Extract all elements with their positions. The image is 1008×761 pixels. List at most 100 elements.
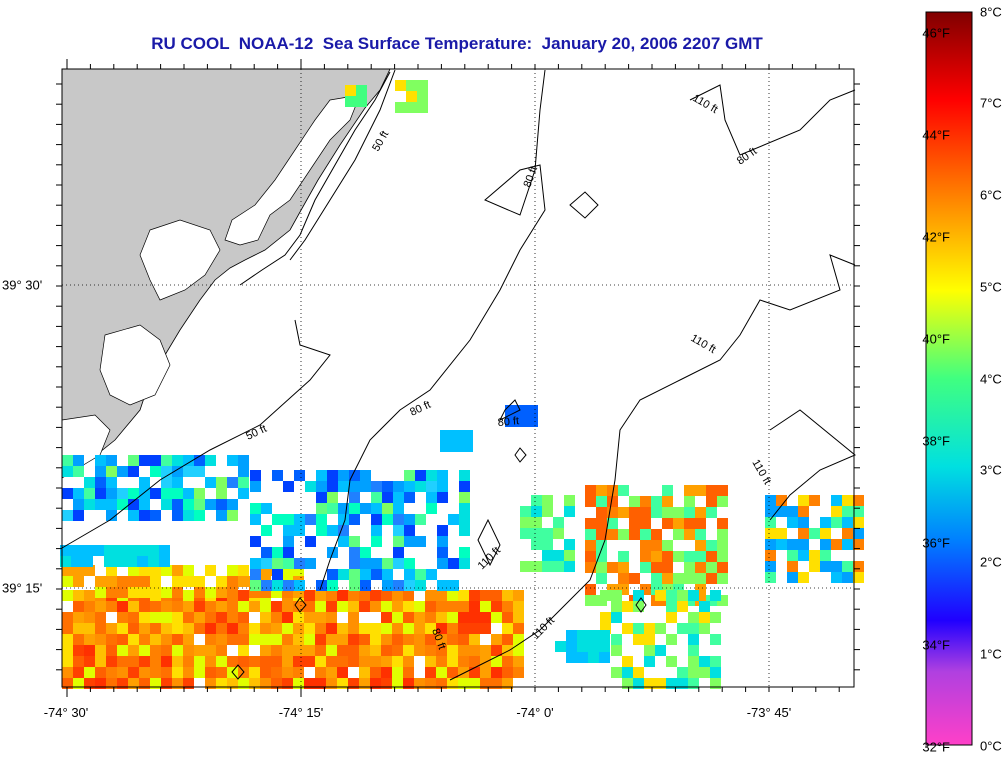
sst-pixel	[62, 466, 73, 477]
sst-pixel	[415, 514, 426, 525]
sst-pixel	[459, 558, 470, 569]
sst-pixel	[458, 678, 469, 689]
sst-pixel	[403, 634, 414, 645]
sst-pixel	[404, 580, 415, 591]
sst-pixel	[393, 580, 404, 591]
sst-pixel	[695, 551, 706, 562]
sst-pixel	[392, 601, 403, 612]
sst-pixel	[458, 612, 469, 623]
sst-pixel	[502, 678, 513, 689]
sst-pixel	[194, 656, 205, 667]
sst-pixel	[459, 525, 470, 536]
sst-pixel	[150, 678, 161, 689]
sst-pixel	[338, 481, 349, 492]
sst-pixel	[599, 630, 610, 641]
sst-pixel	[765, 539, 776, 550]
sst-pixel	[618, 507, 629, 518]
sst-pixel	[62, 645, 73, 656]
sst-pixel	[139, 678, 150, 689]
sst-pixel	[853, 495, 864, 506]
sst-pixel	[542, 561, 553, 572]
contour-diamond-2	[514, 447, 527, 463]
sst-pixel	[596, 573, 607, 584]
sst-pixel	[622, 678, 633, 689]
sst-pixel	[172, 466, 183, 477]
sst-pixel	[458, 601, 469, 612]
sst-pixel	[414, 678, 425, 689]
sst-pixel	[414, 601, 425, 612]
sst-pixel	[128, 656, 139, 667]
sst-pixel	[381, 601, 392, 612]
sst-pixel	[282, 601, 293, 612]
sst-pixel	[502, 634, 513, 645]
sst-pixel	[326, 612, 337, 623]
sst-pixel	[458, 634, 469, 645]
sst-pixel	[673, 518, 684, 529]
sst-pixel	[382, 569, 393, 580]
sst-pixel	[161, 634, 172, 645]
sst-pixel	[315, 623, 326, 634]
sst-pixel	[348, 601, 359, 612]
sst-pixel	[585, 485, 596, 496]
sst-pixel	[293, 612, 304, 623]
sst-pixel	[425, 623, 436, 634]
sst-pixel	[588, 630, 599, 641]
sst-pixel	[640, 507, 651, 518]
sst-pixel	[717, 551, 728, 562]
sst-pixel	[84, 645, 95, 656]
contour-50ft	[289, 69, 396, 261]
sst-pixel	[809, 550, 820, 561]
sst-pixel	[469, 656, 480, 667]
sst-pixel	[382, 514, 393, 525]
sst-pixel	[137, 556, 148, 567]
sst-pixel	[183, 590, 194, 601]
sst-pixel	[404, 481, 415, 492]
sst-pixel	[491, 656, 502, 667]
sst-pixel	[62, 678, 73, 689]
sst-pixel	[677, 678, 688, 689]
sst-pixel	[183, 499, 194, 510]
sst-pixel	[316, 503, 327, 514]
sst-pixel	[249, 656, 260, 667]
sst-pixel	[710, 667, 721, 678]
sst-pixel	[106, 601, 117, 612]
sst-pixel	[403, 645, 414, 656]
sst-pixel	[459, 470, 470, 481]
sst-pixel	[404, 569, 415, 580]
sst-pixel	[216, 612, 227, 623]
sst-pixel	[553, 550, 564, 561]
sst-pixel	[787, 550, 798, 561]
sst-pixel	[293, 645, 304, 656]
sst-pixel	[491, 678, 502, 689]
sst-pixel	[404, 492, 415, 503]
sst-pixel	[183, 645, 194, 656]
sst-pixel	[183, 667, 194, 678]
sst-pixel	[106, 477, 117, 488]
sst-pixel	[596, 551, 607, 562]
sst-pixel	[393, 503, 404, 514]
sst-pixel	[717, 529, 728, 540]
sst-pixel	[607, 485, 618, 496]
sst-pixel	[513, 612, 524, 623]
sst-pixel	[327, 481, 338, 492]
sst-pixel	[414, 634, 425, 645]
sst-pixel	[596, 529, 607, 540]
sst-pixel	[585, 496, 596, 507]
sst-pixel	[607, 496, 618, 507]
map-frame	[61, 68, 855, 688]
sst-pixel	[440, 441, 451, 452]
sst-pixel	[644, 656, 655, 667]
sst-pixel	[699, 667, 710, 678]
sst-pixel	[327, 525, 338, 536]
sst-pixel	[260, 623, 271, 634]
sst-pixel	[611, 645, 622, 656]
sst-pixel	[283, 536, 294, 547]
sst-pixel	[480, 590, 491, 601]
sst-pixel	[426, 492, 437, 503]
sst-pixel	[640, 562, 651, 573]
back-bay-1	[224, 94, 361, 246]
sst-pixel	[216, 601, 227, 612]
sst-pixel	[337, 667, 348, 678]
sst-pixel	[238, 601, 249, 612]
sst-pixel	[106, 678, 117, 689]
